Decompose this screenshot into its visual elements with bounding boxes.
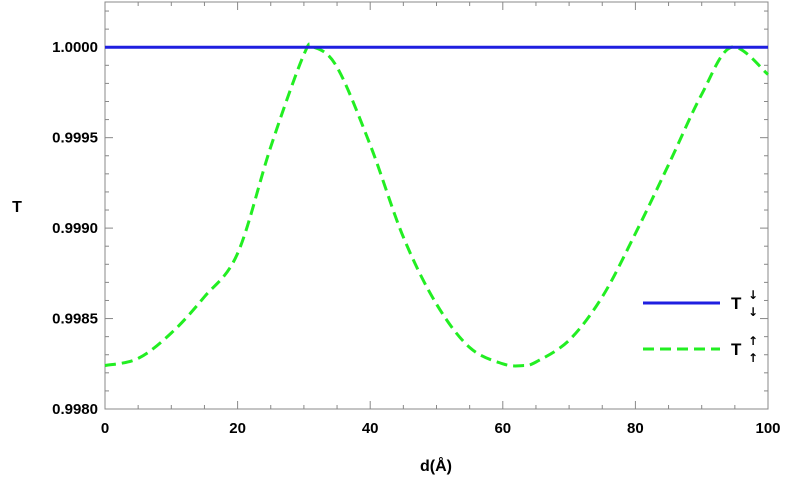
legend-label-0: T (731, 294, 742, 313)
y-tick-label: 0.9990 (52, 220, 98, 237)
legend-arrow-sup-1: ↑ (748, 334, 758, 348)
tick-marks (104, 2, 769, 410)
legend-label-1: T (731, 340, 742, 359)
x-tick-label: 100 (755, 420, 780, 437)
y-tick-label: 1.0000 (52, 39, 98, 56)
legend-arrow-sub-1: ↑ (748, 351, 758, 365)
x-axis-title: d(Å) (420, 456, 452, 475)
y-tick-label: 0.9995 (52, 130, 98, 147)
legend-arrow-sub-0: ↓ (748, 305, 758, 319)
series-layer (104, 42, 769, 368)
legend-arrow-sup-0: ↓ (748, 288, 758, 302)
y-tick-label: 0.9980 (52, 401, 98, 418)
x-tick-label: 20 (229, 420, 246, 437)
y-axis-title: T (12, 199, 22, 216)
legend: T ↓ ↓ T ↑ ↑ (643, 288, 758, 365)
series-line-1 (104, 42, 769, 368)
x-tick-label: 80 (627, 420, 644, 437)
tick-labels: 0 20 40 60 80 100 0.9980 0.9985 0.9990 0.9995 1.00… (52, 39, 780, 437)
x-tick-label: 0 (101, 420, 109, 437)
x-tick-label: 60 (494, 420, 511, 437)
y-tick-label: 0.9985 (52, 311, 98, 328)
x-tick-label: 40 (362, 420, 379, 437)
